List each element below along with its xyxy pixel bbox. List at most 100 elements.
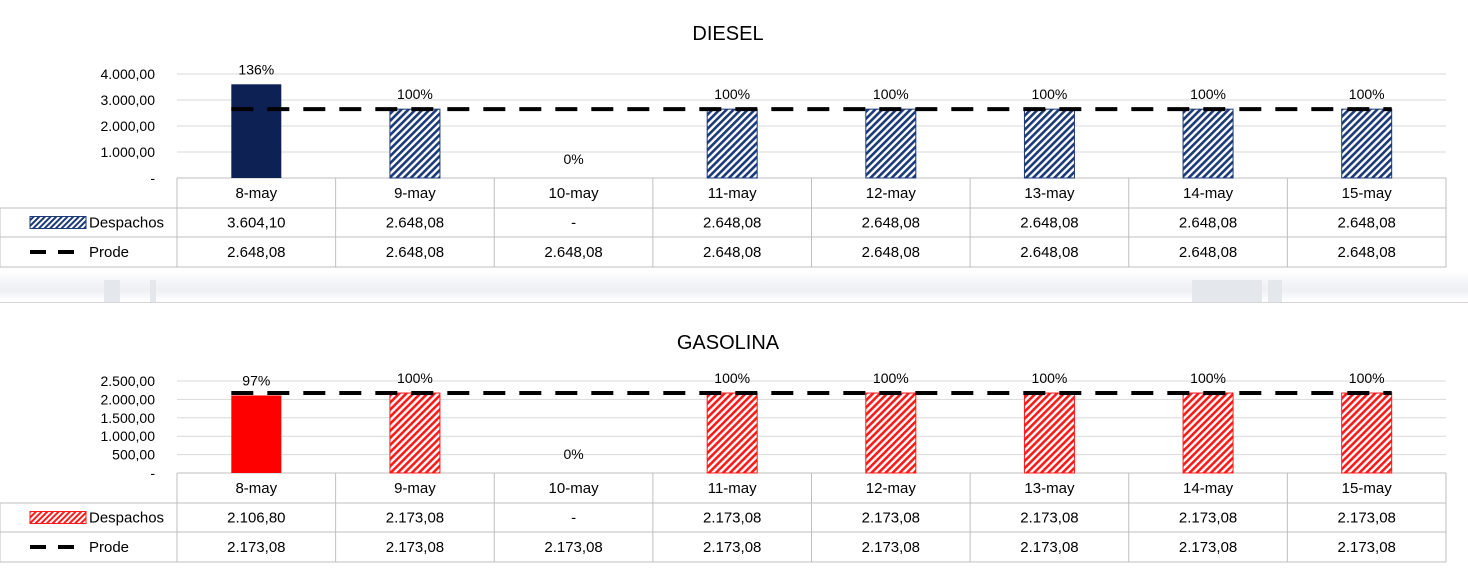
table-value-prode: 2.173,08 (1020, 539, 1078, 556)
bar-despachos (865, 108, 917, 179)
percent-label: 100% (873, 370, 909, 386)
table-value-despachos: 2.173,08 (1020, 510, 1078, 527)
bar-despachos (1182, 392, 1234, 474)
legend-key-despachos (29, 511, 87, 524)
table-value-despachos: 2.648,08 (703, 215, 761, 232)
percent-label: 100% (714, 86, 750, 102)
table-value-despachos: 2.648,08 (1020, 215, 1078, 232)
y-tick-label: 4.000,00 (101, 66, 156, 82)
x-category-label: 11-may (708, 480, 757, 497)
table-value-prode: 2.173,08 (1337, 539, 1395, 556)
table-value-despachos: - (571, 510, 576, 527)
percent-label: 100% (397, 370, 433, 386)
table-value-despachos: 2.173,08 (386, 510, 444, 527)
table-value-prode: 2.173,08 (544, 539, 602, 556)
x-category-label: 10-may (549, 185, 600, 202)
x-category-label: 12-may (866, 185, 917, 202)
x-category-label: 11-may (708, 185, 757, 202)
diesel-chart-panel: DIESEL - 1.000,00 2.000,00 3.000,00 4.000,00 1… (0, 0, 1468, 272)
x-category-label: 10-may (549, 480, 600, 497)
table-value-prode: 2.648,08 (1179, 244, 1237, 261)
table-value-prode: 2.648,08 (1337, 244, 1395, 261)
x-category-label: 13-may (1024, 185, 1075, 202)
x-category-label: 14-may (1183, 185, 1234, 202)
chart-title: GASOLINA (677, 332, 780, 354)
bar-despachos (1182, 108, 1234, 179)
table-value-despachos: 2.173,08 (703, 510, 761, 527)
bar-despachos (389, 108, 441, 179)
bar-despachos (706, 108, 758, 179)
table-value-prode: 2.648,08 (386, 244, 444, 261)
y-tick-label: 3.000,00 (101, 92, 156, 108)
x-category-label: 15-may (1342, 480, 1393, 497)
table-value-despachos: 2.173,08 (862, 510, 920, 527)
percent-label: 100% (397, 86, 433, 102)
x-category-label: 14-may (1183, 480, 1234, 497)
y-tick-label: - (150, 465, 155, 481)
gasolina-chart: GASOLINA - 500,00 1.000,00 1.500,00 2.000,00 2… (0, 332, 1447, 563)
table-value-prode: 2.173,08 (1179, 539, 1237, 556)
bar-despachos (1023, 108, 1075, 179)
legend-label-despachos: Despachos (89, 215, 164, 232)
gasolina-chart-panel: GASOLINA - 500,00 1.000,00 1.500,00 2.000,00 2… (0, 302, 1468, 569)
table-value-despachos: - (571, 215, 576, 232)
percent-label: 100% (1349, 86, 1385, 102)
table-value-despachos: 2.648,08 (862, 215, 920, 232)
percent-label: 100% (1190, 86, 1226, 102)
percent-label: 100% (1032, 370, 1068, 386)
percent-label: 0% (563, 446, 583, 462)
data-table-grid (0, 472, 1447, 563)
y-tick-label: 2.000,00 (101, 391, 156, 407)
legend-label-prode: Prode (89, 539, 129, 556)
bar-despachos (389, 392, 441, 474)
percent-label: 100% (1190, 370, 1226, 386)
table-value-prode: 2.648,08 (227, 244, 285, 261)
y-tick-label: - (150, 170, 155, 186)
x-category-label: 15-may (1342, 185, 1393, 202)
table-value-despachos: 2.648,08 (386, 215, 444, 232)
percent-label: 100% (873, 86, 909, 102)
table-value-prode: 2.648,08 (1020, 244, 1078, 261)
table-value-despachos: 2.173,08 (1337, 510, 1395, 527)
table-value-despachos: 2.173,08 (1179, 510, 1237, 527)
table-value-prode: 2.648,08 (703, 244, 761, 261)
y-tick-label: 2.500,00 (101, 373, 156, 389)
percent-label: 100% (1032, 86, 1068, 102)
bar-despachos (706, 392, 758, 474)
panel-separator (0, 272, 1468, 302)
percent-label: 100% (714, 370, 750, 386)
bar-despachos (1341, 108, 1393, 179)
y-tick-label: 2.000,00 (101, 118, 156, 134)
legend-key-despachos (29, 216, 87, 229)
bar-despachos (865, 392, 917, 474)
x-category-label: 8-may (235, 480, 277, 497)
table-value-despachos: 2.106,80 (227, 510, 285, 527)
legend-label-prode: Prode (89, 244, 129, 261)
data-table-grid (0, 177, 1447, 268)
y-tick-label: 1.000,00 (101, 144, 156, 160)
bar-despachos (231, 84, 282, 178)
diesel-chart: DIESEL - 1.000,00 2.000,00 3.000,00 4.000,00 1… (0, 23, 1447, 268)
legend-label-despachos: Despachos (89, 510, 164, 527)
x-category-label: 9-may (394, 185, 436, 202)
y-tick-label: 1.500,00 (101, 410, 156, 426)
table-value-prode: 2.648,08 (862, 244, 920, 261)
table-value-despachos: 2.648,08 (1179, 215, 1237, 232)
percent-label: 136% (238, 61, 274, 77)
bar-despachos (1023, 392, 1075, 474)
x-category-label: 8-may (235, 185, 277, 202)
percent-label: 0% (563, 151, 583, 167)
x-category-label: 13-may (1024, 480, 1075, 497)
percent-label: 100% (1349, 370, 1385, 386)
x-category-label: 9-may (394, 480, 436, 497)
table-value-despachos: 2.648,08 (1337, 215, 1395, 232)
table-value-prode: 2.173,08 (386, 539, 444, 556)
table-value-prode: 2.173,08 (227, 539, 285, 556)
bar-despachos (1341, 392, 1393, 474)
table-value-despachos: 3.604,10 (227, 215, 285, 232)
x-category-label: 12-may (866, 480, 917, 497)
table-value-prode: 2.173,08 (703, 539, 761, 556)
y-tick-label: 1.000,00 (101, 428, 156, 444)
bar-despachos (231, 395, 282, 473)
table-value-prode: 2.648,08 (544, 244, 602, 261)
